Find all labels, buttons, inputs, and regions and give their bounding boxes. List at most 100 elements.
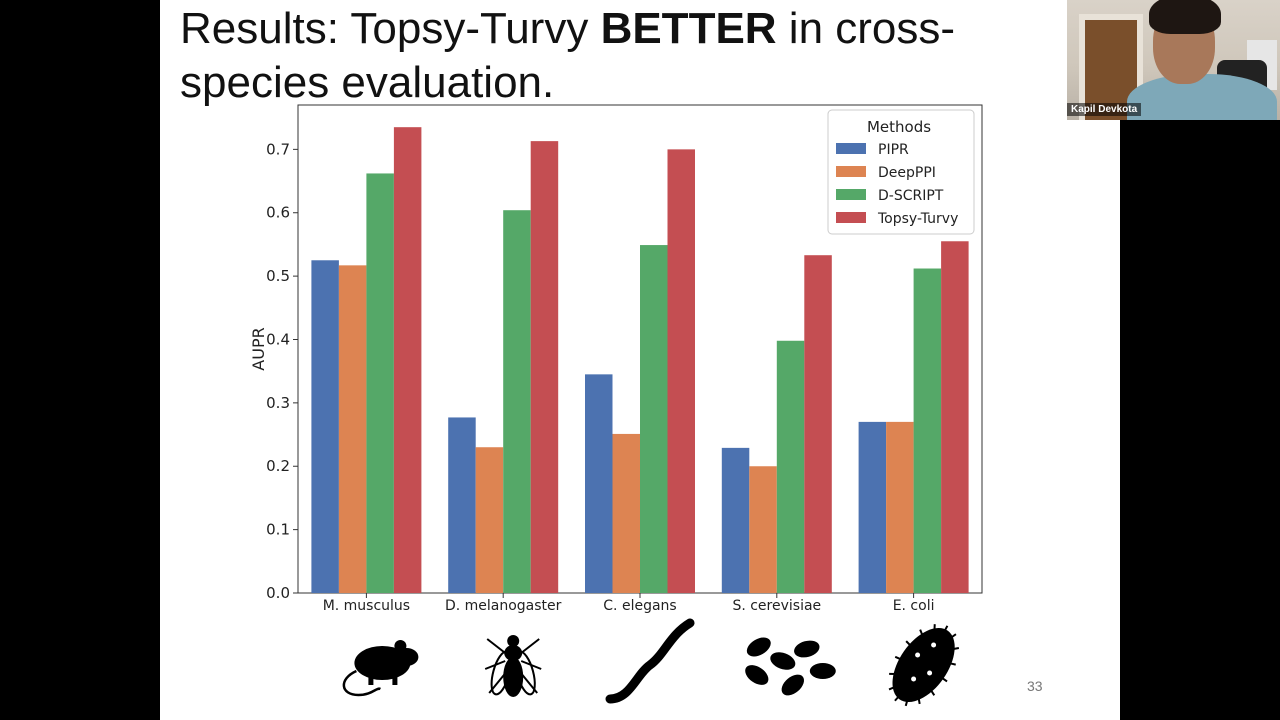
bacterium-flagellum [888,686,896,691]
bacterium-flagellum [894,655,902,661]
bar-deepppi-1 [475,447,504,593]
yeast-cell [809,663,836,679]
bacterium-spot [931,642,937,648]
bar-pipr-4 [858,421,887,593]
fly-icon [484,635,542,697]
bacterium-spot [915,652,921,658]
bar-deepppi-0 [338,265,367,593]
chart-bars [311,127,969,594]
y-tick-label: 0.2 [266,457,290,475]
yeast-cell [746,637,771,657]
bar-deepppi-3 [749,466,777,593]
bar-topsy-turvy-2 [667,149,695,593]
page-number: 33 [1027,678,1043,694]
fly-wing [514,650,536,696]
legend-label-1: DeepPPI [878,165,936,181]
x-tick-label: M. musculus [323,598,410,614]
fly-thorax [504,645,523,661]
mouse-head [394,648,419,666]
bar-topsy-turvy-4 [941,241,969,593]
bacterium-flagellum [889,672,896,676]
yeast-icon [745,637,836,696]
species-icons [342,618,960,707]
bar-topsy-turvy-3 [804,255,832,594]
title-emphasis: BETTER [600,4,777,53]
bar-pipr-3 [721,447,750,593]
mouse-ear [394,640,407,652]
mouse-icon [342,640,419,697]
bacterium-flagellum [952,646,960,651]
fly-legs [484,638,542,694]
x-tick-label: E. coli [893,598,935,614]
legend-label-3: Topsy-Turvy [877,211,958,227]
bacterium-spot [911,676,917,682]
yeast-cell [794,640,820,658]
fly-head [507,635,520,647]
legend-swatch-1 [836,166,866,177]
bacterium-flagellum [949,662,956,666]
bar-topsy-turvy-1 [530,141,559,593]
bar-d-script-0 [366,173,394,593]
worm-body [605,618,695,704]
bar-pipr-1 [448,417,476,593]
chart-legend: Methods PIPR DeepPPI D-SCRIPT Topsy-Turvy [827,109,975,235]
x-tick-label: D. melanogaster [445,598,562,614]
bar-d-script-4 [913,268,942,593]
bar-deepppi-2 [612,433,640,593]
y-tick-label: 0.6 [266,204,290,222]
title-text-2: in cross-species evaluation. [180,4,956,107]
bacterium-flagellum [894,695,900,702]
bar-d-script-2 [640,245,668,594]
bacterium-flagellum [941,676,948,683]
y-tick-label: 0.5 [266,267,290,285]
yeast-cell [745,665,769,685]
bacterium-flagellum [917,697,921,705]
bacterium-flagellum [950,633,957,639]
bacterium-flagellum [919,629,924,636]
bar-d-script-3 [776,340,805,593]
bacterium-flagellum [905,640,912,647]
y-tick-label: 0.1 [266,521,290,539]
bar-pipr-2 [585,374,613,593]
bacterium-icon [888,624,960,707]
mouse-leg [368,675,374,685]
bacterium-flagellum [943,625,949,632]
bar-topsy-turvy-0 [393,127,422,593]
y-tick-label: 0.3 [266,394,290,412]
bar-deepppi-4 [886,421,914,593]
bar-chart: 0.0 0.1 0.2 0.3 0.4 0.5 0.6 0.7 AUPR M. musculus D… [249,104,983,707]
slide: Results: Topsy-Turvy BETTER in cross-spe… [160,0,1120,720]
legend-label-2: D-SCRIPT [878,188,944,204]
participant-hair [1149,0,1221,34]
slide-title: Results: Topsy-Turvy BETTER in cross-spe… [180,2,1000,110]
participant-video[interactable]: Kapil Devkota [1067,0,1280,120]
bacterium-flagellum [904,699,909,707]
y-tick-label: 0.7 [266,140,290,158]
legend-label-0: PIPR [878,142,909,158]
legend-swatch-0 [836,143,866,154]
fly-wing [490,650,512,696]
yeast-cell [770,652,796,670]
y-tick-label: 0.0 [266,584,290,602]
mouse-tail [342,669,381,697]
bar-pipr-0 [311,260,339,593]
legend-swatch-2 [836,189,866,200]
bacterium-flagellum [929,689,936,696]
yeast-cell [781,674,805,696]
mouse-leg [392,675,398,685]
fly-abdomen [503,657,524,697]
participant-torso [1127,74,1277,120]
bacterium-body [892,627,955,703]
bacterium-spot [927,670,933,676]
y-axis-label: AUPR [249,327,268,370]
x-tick-label: C. elegans [603,598,676,614]
legend-title: Methods [867,118,931,136]
y-tick-label: 0.4 [266,330,290,348]
bar-d-script-1 [503,210,531,593]
participant-name-tag: Kapil Devkota [1067,103,1142,116]
x-tick-label: S. cerevisiae [732,598,821,614]
worm-icon [605,618,695,704]
title-text-1: Results: Topsy-Turvy [180,4,601,53]
bacterium-flagellum [933,624,936,631]
legend-box [827,109,975,235]
